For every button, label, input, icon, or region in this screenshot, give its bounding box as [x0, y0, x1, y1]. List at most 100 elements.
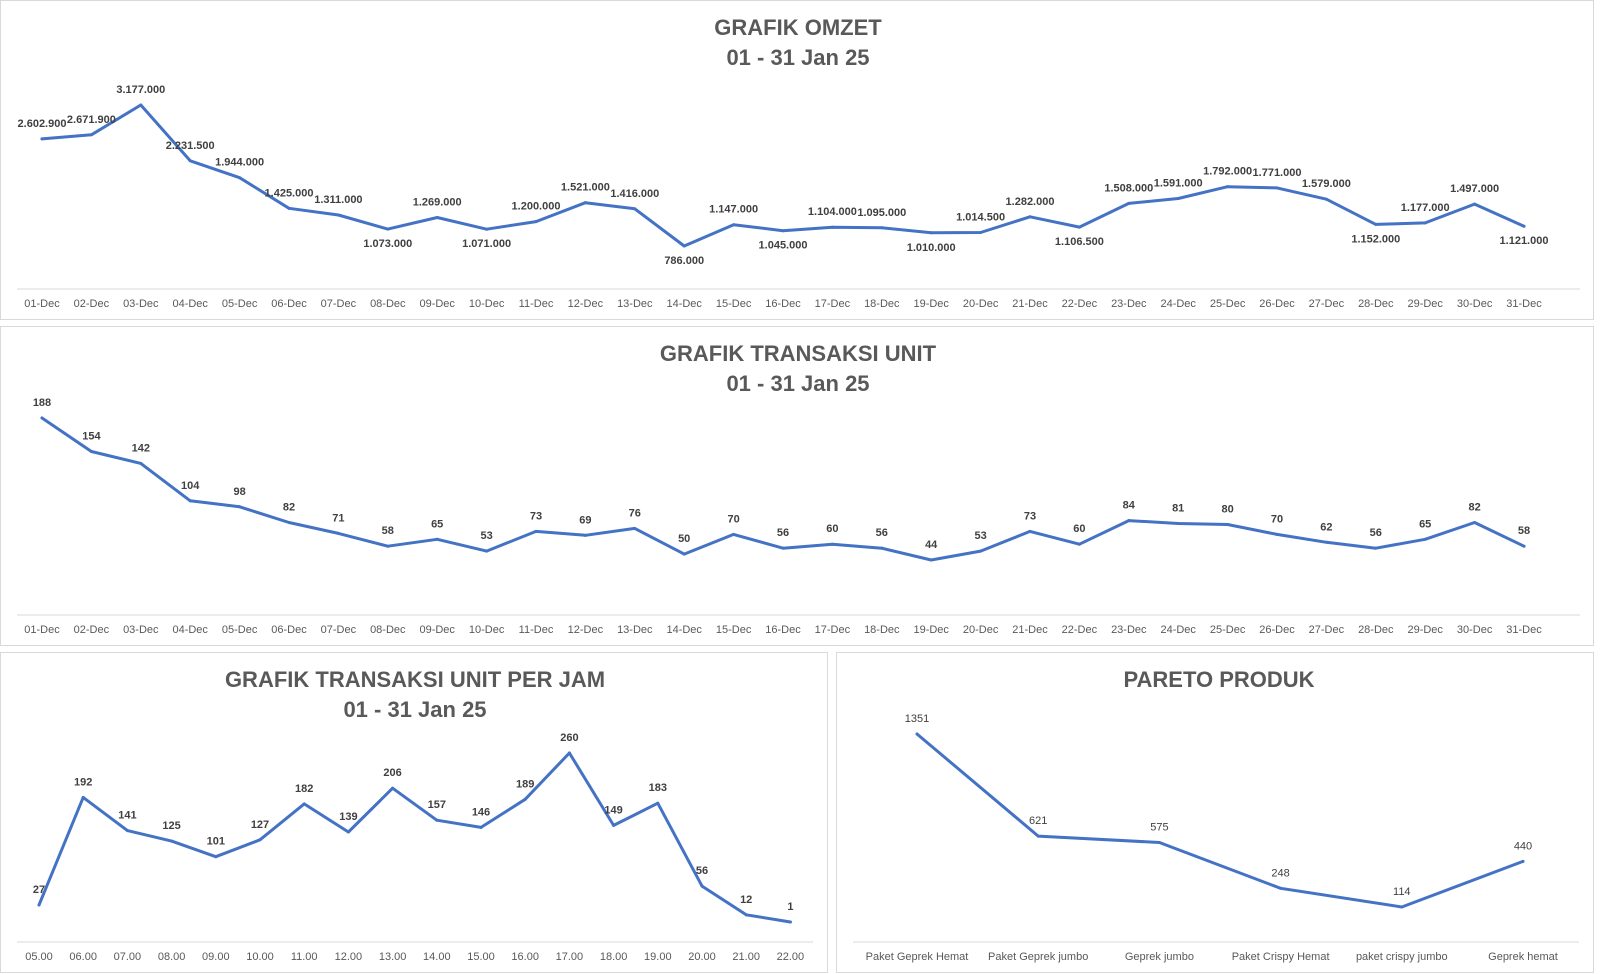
omzet-tick-label: 05-Dec [222, 298, 258, 310]
perjam-data-label: 141 [118, 810, 136, 822]
pareto-tick-label: Paket Geprek Hemat [866, 951, 969, 963]
unit-tick-label: 16-Dec [765, 624, 801, 636]
unit-data-label: 73 [530, 510, 542, 522]
perjam-data-point [788, 920, 792, 924]
omzet-data-label: 1.282.000 [1006, 196, 1055, 208]
perjam-data-point [700, 884, 704, 888]
omzet-tick-label: 29-Dec [1407, 298, 1443, 310]
pareto-data-label: 440 [1514, 840, 1532, 852]
unit-data-label: 142 [132, 442, 150, 454]
omzet-data-label: 1.200.000 [512, 201, 561, 213]
perjam-tick-label: 17.00 [556, 951, 584, 963]
omzet-data-label: 1.416.000 [610, 188, 659, 200]
omzet-chart: GRAFIK OMZET 01 - 31 Jan 25 2.602.900 01-… [17, 15, 1580, 310]
perjam-data-point [612, 823, 616, 827]
perjam-tick-label: 09.00 [202, 951, 230, 963]
perjam-data-point [37, 903, 41, 907]
omzet-data-label: 1.045.000 [759, 240, 808, 252]
omzet-data-point [633, 207, 637, 211]
unit-data-point [238, 505, 242, 509]
unit-tick-label: 09-Dec [419, 624, 455, 636]
omzet-tick-label: 18-Dec [864, 298, 900, 310]
perjam-data-label: 27 [33, 884, 45, 896]
omzet-data-point [929, 231, 933, 235]
omzet-data-point [1275, 186, 1279, 190]
unit-data-label: 60 [826, 523, 838, 535]
omzet-data-label: 1.521.000 [561, 182, 610, 194]
omzet-data-label: 1.095.000 [857, 207, 906, 219]
pareto-data-point [915, 732, 919, 736]
unit-chart-subtitle: 01 - 31 Jan 25 [726, 371, 869, 396]
omzet-tick-label: 25-Dec [1210, 298, 1246, 310]
pareto-tick-label: Paket Geprek jumbo [988, 951, 1088, 963]
omzet-tick-label: 06-Dec [271, 298, 307, 310]
perjam-tick-label: 12.00 [335, 951, 363, 963]
unit-tick-label: 01-Dec [24, 624, 60, 636]
unit-data-label: 70 [1271, 513, 1283, 525]
perjam-tick-label: 05.00 [25, 951, 53, 963]
unit-data-point [682, 552, 686, 556]
perjam-tick-label: 13.00 [379, 951, 407, 963]
omzet-data-point [287, 206, 291, 210]
omzet-data-point [979, 231, 983, 235]
unit-data-point [386, 544, 390, 548]
unit-data-label: 84 [1123, 500, 1136, 512]
perjam-data-point [435, 818, 439, 822]
pareto-tick-label: Paket Crispy Hemat [1232, 951, 1330, 963]
omzet-tick-label: 02-Dec [74, 298, 110, 310]
unit-data-label: 65 [431, 518, 443, 530]
perjam-chart-panel: GRAFIK TRANSAKSI UNIT PER JAM 01 - 31 Ja… [0, 652, 828, 973]
omzet-chart-title: GRAFIK OMZET [714, 15, 882, 40]
omzet-data-label: 1.104.000 [808, 206, 857, 218]
perjam-data-label: 183 [649, 782, 667, 794]
unit-tick-label: 22-Dec [1062, 624, 1098, 636]
omzet-data-label: 2.231.500 [166, 140, 215, 152]
omzet-tick-label: 09-Dec [419, 298, 455, 310]
perjam-data-label: 157 [428, 799, 446, 811]
unit-data-point [1473, 521, 1477, 525]
omzet-tick-label: 23-Dec [1111, 298, 1147, 310]
omzet-data-point [1374, 222, 1378, 226]
unit-data-label: 82 [283, 502, 295, 514]
unit-tick-label: 24-Dec [1160, 624, 1196, 636]
unit-data-point [188, 499, 192, 503]
omzet-data-label: 1.579.000 [1302, 178, 1351, 190]
perjam-data-label: 192 [74, 776, 92, 788]
unit-tick-label: 02-Dec [74, 624, 110, 636]
omzet-data-point [781, 229, 785, 233]
omzet-data-point [1028, 215, 1032, 219]
pareto-tick-label: Geprek hemat [1488, 951, 1558, 963]
perjam-chart-subtitle: 01 - 31 Jan 25 [343, 697, 486, 722]
perjam-data-point [125, 829, 129, 833]
unit-chart: GRAFIK TRANSAKSI UNIT 01 - 31 Jan 25 188… [17, 341, 1580, 636]
unit-tick-label: 28-Dec [1358, 624, 1394, 636]
pareto-data-label: 114 [1393, 886, 1411, 898]
omzet-data-label: 1.425.000 [265, 187, 314, 199]
omzet-data-label: 1.010.000 [907, 242, 956, 254]
perjam-tick-label: 10.00 [246, 951, 274, 963]
omzet-data-label: 1.944.000 [215, 157, 264, 169]
omzet-tick-label: 03-Dec [123, 298, 159, 310]
omzet-tick-label: 12-Dec [568, 298, 604, 310]
omzet-data-label: 1.508.000 [1104, 182, 1153, 194]
omzet-chart-subtitle: 01 - 31 Jan 25 [726, 45, 869, 70]
omzet-data-point [534, 220, 538, 224]
unit-data-label: 82 [1468, 502, 1480, 514]
omzet-tick-label: 07-Dec [321, 298, 357, 310]
perjam-data-label: 101 [207, 836, 225, 848]
omzet-tick-label: 20-Dec [963, 298, 999, 310]
unit-data-point [1275, 532, 1279, 536]
perjam-data-label: 182 [295, 783, 313, 795]
unit-tick-label: 30-Dec [1457, 624, 1493, 636]
unit-data-point [929, 558, 933, 562]
omzet-data-label: 1.121.000 [1500, 235, 1549, 247]
unit-data-label: 69 [579, 514, 591, 526]
unit-tick-label: 11-Dec [519, 624, 554, 636]
perjam-data-label: 127 [251, 819, 269, 831]
unit-tick-label: 18-Dec [864, 624, 900, 636]
omzet-data-point [1522, 224, 1526, 228]
unit-chart-title: GRAFIK TRANSAKSI UNIT [660, 341, 937, 366]
pareto-data-label: 1351 [905, 713, 929, 725]
unit-tick-label: 17-Dec [815, 624, 851, 636]
unit-data-label: 154 [82, 431, 101, 443]
